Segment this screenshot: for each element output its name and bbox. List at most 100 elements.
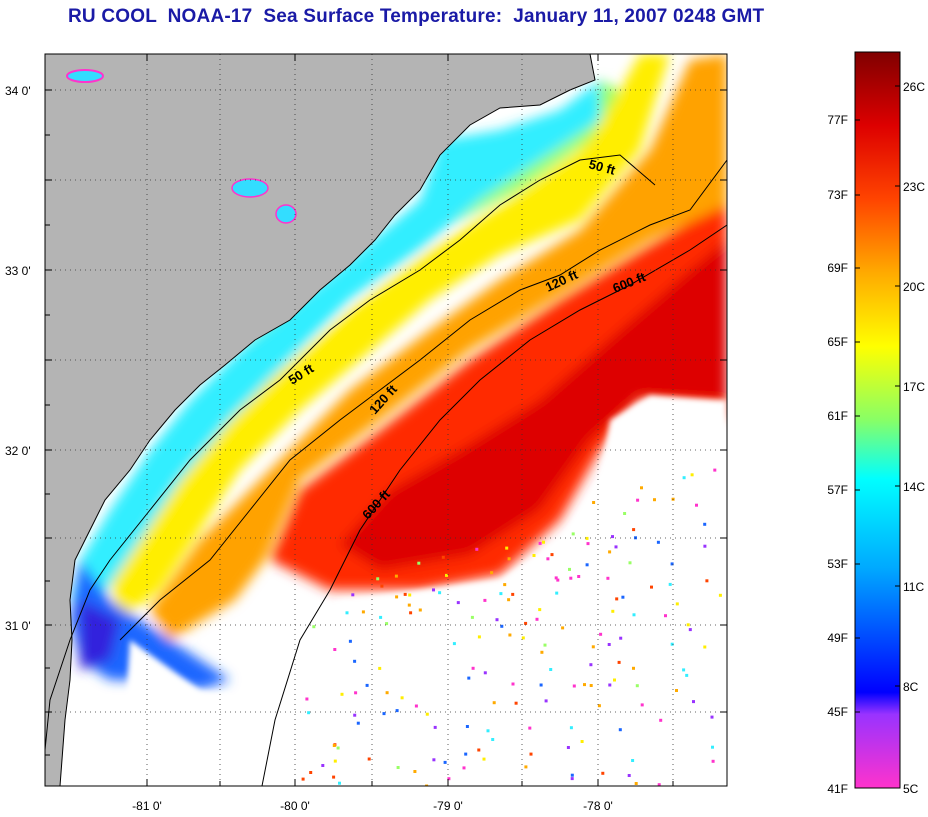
cloud-noise-pixel [611, 535, 614, 539]
cloud-noise-pixel [566, 746, 570, 749]
cloud-noise-pixel [664, 614, 667, 618]
cloud-noise-pixel [640, 486, 643, 490]
cloud-noise-pixel [503, 583, 507, 587]
cloud-noise-pixel [682, 476, 686, 480]
cloud-noise-pixel [538, 541, 542, 545]
cloud-noise-pixel [585, 563, 589, 567]
cb-c-11: 11C [903, 580, 924, 594]
cloud-noise-pixel [447, 777, 451, 781]
cloud-noise-pixel [338, 781, 341, 785]
cloud-noise-pixel [361, 610, 365, 614]
cloud-noise-pixel [414, 704, 418, 708]
cloud-noise-pixel [542, 540, 545, 544]
cb-c-5: 5C [903, 782, 919, 796]
cloud-noise-pixel [332, 744, 336, 747]
cb-f-73: 73F [827, 188, 848, 202]
cloud-noise-pixel [577, 575, 581, 578]
cloud-noise-pixel [483, 671, 487, 675]
cloud-noise-pixel [507, 557, 511, 561]
cloud-noise-pixel [379, 615, 383, 619]
cloud-noise-pixel [353, 659, 357, 663]
cloud-noise-pixel [589, 684, 593, 687]
lat-label-31: 31 0' [5, 619, 31, 633]
cb-f-69: 69F [827, 261, 848, 275]
cloud-noise-pixel [561, 626, 565, 630]
cloud-noise-pixel [615, 597, 619, 601]
cloud-noise-pixel [703, 645, 707, 649]
graticule [45, 54, 727, 786]
cloud-noise-pixel [492, 701, 496, 705]
cb-f-65: 65F [827, 335, 848, 349]
cloud-noise-pixel [351, 593, 355, 597]
cloud-noise-pixel [621, 595, 625, 599]
cb-f-41: 41F [827, 782, 848, 796]
cloud-noise-pixel [570, 777, 574, 781]
cloud-noise-pixel [407, 603, 411, 607]
cloud-noise-pixel [395, 709, 399, 713]
cloud-noise-pixel [554, 576, 558, 580]
lat-label-33: 33 0' [5, 264, 31, 278]
cloud-noise-pixel [305, 697, 309, 701]
sst-field [70, 54, 727, 690]
cloud-noise-pixel [580, 740, 584, 743]
colorbar: 77F 73F 69F 65F 61F 57F 53F 49F 45F 41F … [827, 51, 925, 796]
cloud-noise-pixel [432, 758, 436, 762]
cloud-noise-pixel [703, 544, 707, 548]
cloud-noise-pixel [507, 598, 511, 602]
cloud-noise-pixel [627, 774, 631, 777]
colorbar-gradient [854, 51, 901, 789]
cloud-noise-pixel [601, 771, 605, 775]
cloud-noise-pixel [657, 783, 661, 786]
cb-f-57: 57F [827, 483, 848, 497]
cloud-noise-pixel [618, 728, 622, 732]
cloud-noise-pixel [619, 636, 623, 640]
cloud-noise-pixel [632, 528, 636, 532]
cloud-noise-pixel [718, 593, 722, 597]
cloud-noise-pixel [511, 592, 515, 596]
cb-c-17: 17C [903, 380, 925, 394]
cloud-noise-pixel [543, 643, 547, 647]
cloud-noise-pixel [653, 498, 656, 502]
cloud-noise-pixel [336, 746, 340, 750]
cb-c-14: 14C [903, 480, 925, 494]
cb-f-49: 49F [827, 631, 848, 645]
cloud-noise-pixel [632, 613, 636, 617]
lake-3 [275, 204, 297, 224]
cloud-noise-pixel [332, 775, 336, 779]
cb-c-26: 26C [903, 80, 925, 94]
cloud-noise-pixel [354, 691, 358, 695]
cloud-noise-pixel [345, 611, 349, 615]
cloud-noise-pixel [570, 773, 574, 777]
cloud-noise-pixel [592, 501, 596, 504]
cloud-noise-pixel [471, 666, 475, 670]
cloud-noise-pixel [532, 554, 536, 557]
cloud-noise-pixel [417, 561, 421, 565]
cloud-noise-pixel [568, 567, 571, 571]
cloud-noise-pixel [635, 684, 639, 688]
cloud-noise-pixel [569, 576, 573, 580]
cloud-noise-pixel [695, 503, 698, 507]
cloud-noise-pixel [353, 713, 357, 717]
map-area: 50 ft 120 ft 600 ft 50 ft 120 ft 600 ft [45, 54, 727, 786]
cloud-noise-pixel [382, 712, 386, 716]
cloud-noise-pixel [572, 684, 576, 688]
cloud-noise-pixel [408, 593, 412, 597]
cloud-noise-pixel [348, 639, 352, 643]
cloud-noise-pixel [556, 578, 560, 582]
cloud-noise-pixel [505, 546, 509, 550]
cloud-noise-pixel [333, 759, 337, 763]
cloud-noise-pixel [539, 683, 543, 687]
cloud-noise-pixel [606, 576, 610, 580]
map-title: RU COOL NOAA-17 Sea Surface Temperature:… [68, 6, 765, 27]
cloud-noise-pixel [477, 635, 481, 639]
lon-label-79: -79 0' [433, 799, 463, 813]
cloud-noise-pixel [464, 752, 468, 756]
cloud-noise-pixel [452, 642, 456, 646]
cloud-noise-pixel [495, 618, 499, 622]
lon-label-81: -81 0' [132, 799, 162, 813]
cloud-noise-pixel [441, 555, 445, 559]
cloud-noise-pixel [705, 579, 709, 583]
cloud-noise-pixel [475, 547, 479, 551]
cloud-noise-pixel [690, 473, 694, 477]
